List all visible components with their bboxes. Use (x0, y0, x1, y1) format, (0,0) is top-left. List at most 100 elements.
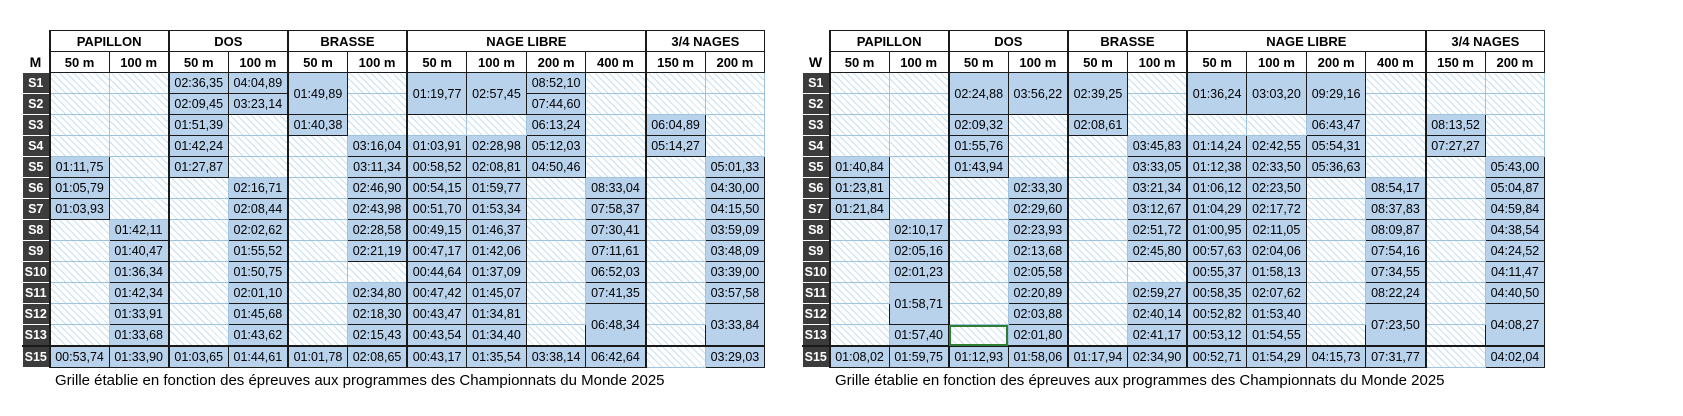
empty-cell[interactable] (1484, 93, 1546, 115)
time-cell[interactable]: 07:44,60 (525, 93, 587, 115)
empty-cell[interactable] (48, 135, 110, 157)
time-cell[interactable]: 01:45,68 (227, 303, 289, 325)
time-cell[interactable]: 05:43,00 (1484, 156, 1546, 178)
time-cell[interactable]: 04:50,46 (525, 156, 587, 178)
empty-cell[interactable] (1007, 114, 1069, 136)
time-cell[interactable]: 00:47,17 (406, 240, 468, 262)
empty-cell[interactable] (525, 261, 587, 283)
empty-cell[interactable] (286, 240, 348, 262)
time-cell[interactable]: 01:03,93 (48, 198, 110, 220)
time-cell[interactable]: 06:42,64 (585, 345, 647, 368)
time-cell[interactable]: 01:36,24 (1186, 72, 1248, 115)
time-cell[interactable]: 06:04,89 (644, 114, 706, 136)
time-cell[interactable]: 02:09,45 (167, 93, 229, 115)
empty-cell[interactable] (525, 303, 587, 325)
empty-cell[interactable] (1127, 72, 1188, 94)
empty-cell[interactable] (48, 261, 110, 283)
time-cell[interactable]: 02:23,50 (1246, 177, 1307, 199)
time-cell[interactable]: 01:21,84 (828, 198, 890, 220)
time-cell[interactable]: 02:24,88 (947, 72, 1009, 115)
time-cell[interactable]: 08:22,24 (1365, 282, 1427, 304)
empty-cell[interactable] (286, 282, 348, 304)
time-cell[interactable]: 05:12,03 (525, 135, 587, 157)
empty-cell[interactable] (1365, 156, 1427, 178)
time-cell[interactable]: 02:04,06 (1246, 240, 1307, 262)
time-cell[interactable]: 02:34,80 (347, 282, 408, 304)
empty-cell[interactable] (644, 282, 706, 304)
empty-cell[interactable] (525, 219, 587, 241)
empty-cell[interactable] (1484, 135, 1546, 157)
time-cell[interactable]: 03:21,34 (1127, 177, 1188, 199)
time-cell[interactable]: 04:15,50 (704, 198, 766, 220)
empty-cell[interactable] (888, 135, 950, 157)
empty-cell[interactable] (644, 261, 706, 283)
empty-cell[interactable] (1424, 282, 1486, 304)
time-cell[interactable]: 06:48,34 (585, 303, 647, 347)
empty-cell[interactable] (1127, 114, 1188, 136)
time-cell[interactable]: 02:33,30 (1007, 177, 1069, 199)
time-cell[interactable]: 02:34,90 (1127, 345, 1188, 368)
time-cell[interactable]: 03:29,03 (704, 345, 766, 368)
time-cell[interactable]: 00:54,15 (406, 177, 468, 199)
empty-cell[interactable] (286, 219, 348, 241)
time-cell[interactable]: 08:09,87 (1365, 219, 1427, 241)
time-cell[interactable]: 01:33,90 (108, 345, 170, 368)
time-cell[interactable]: 02:46,90 (347, 177, 408, 199)
time-cell[interactable]: 03:56,22 (1007, 72, 1069, 115)
empty-cell[interactable] (406, 114, 468, 136)
time-cell[interactable]: 01:54,55 (1246, 324, 1307, 347)
time-cell[interactable]: 02:45,80 (1127, 240, 1188, 262)
time-cell[interactable]: 03:48,09 (704, 240, 766, 262)
empty-cell[interactable] (227, 156, 289, 178)
time-cell[interactable]: 02:07,62 (1246, 282, 1307, 304)
empty-cell[interactable] (1305, 324, 1367, 347)
time-cell[interactable]: 07:31,77 (1365, 345, 1427, 368)
empty-cell[interactable] (286, 261, 348, 283)
time-cell[interactable]: 04:38,54 (1484, 219, 1546, 241)
empty-cell[interactable] (888, 177, 950, 199)
empty-cell[interactable] (888, 72, 950, 94)
time-cell[interactable]: 01:59,75 (888, 345, 950, 368)
empty-cell[interactable] (644, 240, 706, 262)
empty-cell[interactable] (644, 72, 706, 94)
time-cell[interactable]: 02:17,72 (1246, 198, 1307, 220)
empty-cell[interactable] (286, 156, 348, 178)
time-cell[interactable]: 02:11,05 (1246, 219, 1307, 241)
time-cell[interactable]: 03:23,14 (227, 93, 289, 115)
empty-cell[interactable] (644, 303, 706, 325)
time-cell[interactable]: 02:39,25 (1066, 72, 1128, 115)
empty-cell[interactable] (888, 93, 950, 115)
empty-cell[interactable] (347, 93, 408, 115)
empty-cell[interactable] (48, 93, 110, 115)
empty-cell[interactable] (644, 324, 706, 347)
time-cell[interactable]: 02:42,55 (1246, 135, 1307, 157)
time-cell[interactable]: 04:11,47 (1484, 261, 1546, 283)
time-cell[interactable]: 01:54,29 (1246, 345, 1307, 368)
time-cell[interactable]: 01:49,89 (286, 72, 348, 115)
time-cell[interactable]: 07:41,35 (585, 282, 647, 304)
time-cell[interactable]: 02:43,98 (347, 198, 408, 220)
time-cell[interactable]: 02:13,68 (1007, 240, 1069, 262)
time-cell[interactable]: 01:14,24 (1186, 135, 1248, 157)
empty-cell[interactable] (108, 114, 170, 136)
time-cell[interactable]: 07:11,61 (585, 240, 647, 262)
time-cell[interactable]: 08:33,04 (585, 177, 647, 199)
empty-cell[interactable] (1305, 219, 1367, 241)
empty-cell[interactable] (828, 72, 890, 94)
time-cell[interactable]: 01:27,87 (167, 156, 229, 178)
time-cell[interactable]: 01:46,37 (466, 219, 527, 241)
time-cell[interactable]: 01:12,38 (1186, 156, 1248, 178)
empty-cell[interactable] (947, 240, 1009, 262)
empty-cell[interactable] (828, 324, 890, 347)
time-cell[interactable]: 01:11,75 (48, 156, 110, 178)
empty-cell[interactable] (1424, 93, 1486, 115)
time-cell[interactable]: 03:03,20 (1246, 72, 1307, 115)
time-cell[interactable]: 02:08,44 (227, 198, 289, 220)
empty-cell[interactable] (828, 135, 890, 157)
empty-cell[interactable] (1424, 345, 1486, 368)
empty-cell[interactable] (227, 135, 289, 157)
empty-cell[interactable] (167, 177, 229, 199)
empty-cell[interactable] (108, 177, 170, 199)
time-cell[interactable]: 00:57,63 (1186, 240, 1248, 262)
empty-cell[interactable] (888, 114, 950, 136)
